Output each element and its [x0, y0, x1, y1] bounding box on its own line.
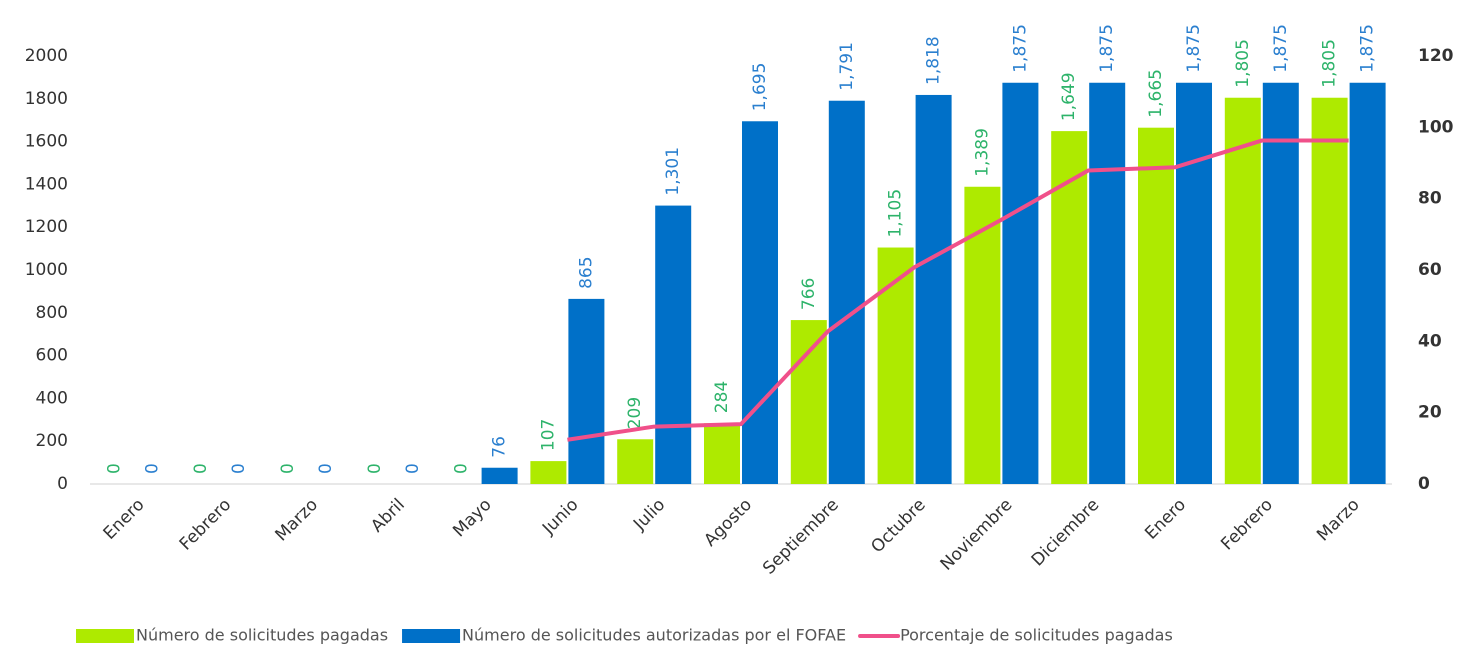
x-tick-label: Febrero — [176, 495, 236, 555]
y-tick-label: 200 — [36, 431, 68, 451]
y-tick-label: 400 — [36, 388, 68, 408]
y2-tick-label: 40 — [1418, 331, 1442, 351]
bar — [481, 467, 518, 484]
bar — [1224, 97, 1261, 484]
x-tick-label: Marzo — [1313, 495, 1363, 545]
value-label: 1,875 — [1271, 24, 1291, 73]
y-tick-label: 0 — [57, 474, 68, 494]
x-tick-label: Diciembre — [1028, 495, 1104, 571]
value-label: 0 — [104, 463, 124, 474]
y-tick-label: 1600 — [25, 132, 68, 152]
value-label: 0 — [316, 463, 336, 474]
value-label: 1,805 — [1320, 39, 1340, 88]
bar — [1349, 82, 1386, 484]
x-tick-label: Agosto — [700, 495, 756, 551]
value-label: 1,791 — [837, 42, 857, 91]
bar — [655, 205, 692, 484]
value-label: 1,649 — [1059, 72, 1079, 121]
bar — [1051, 131, 1088, 484]
legend-swatch — [76, 629, 134, 643]
y2-tick-label: 20 — [1418, 403, 1442, 423]
x-tick-label: Enero — [100, 495, 149, 544]
x-tick-label: Octubre — [867, 495, 929, 557]
x-tick-label: Mayo — [449, 495, 495, 541]
x-tick-label: Abril — [367, 495, 409, 537]
y-tick-label: 800 — [36, 303, 68, 323]
y2-tick-label: 0 — [1418, 474, 1430, 494]
x-tick-label: Julio — [629, 495, 669, 535]
line — [567, 138, 1349, 442]
value-label: 1,875 — [1010, 24, 1030, 73]
legend-label: Número de solicitudes autorizadas por el… — [462, 626, 846, 645]
bar — [617, 439, 654, 484]
bar — [1311, 97, 1348, 484]
y-tick-label: 1000 — [25, 260, 68, 280]
bar — [877, 247, 914, 484]
bar — [1002, 82, 1039, 484]
y2-tick-label: 80 — [1418, 189, 1442, 209]
value-label: 865 — [576, 256, 596, 288]
y-tick-label: 1400 — [25, 174, 68, 194]
value-label: 107 — [538, 419, 558, 451]
value-label: 1,695 — [750, 63, 770, 112]
y2-tick-label: 60 — [1418, 260, 1442, 280]
value-label: 1,105 — [886, 189, 906, 238]
y-tick-label: 2000 — [25, 46, 68, 66]
value-label: 1,389 — [972, 128, 992, 177]
value-label: 0 — [229, 463, 249, 474]
y2-tick-label: 120 — [1418, 46, 1454, 66]
bar — [790, 320, 827, 484]
x-tick-label: Noviembre — [937, 495, 1017, 575]
value-label: 1,875 — [1097, 24, 1117, 73]
value-label: 1,875 — [1358, 24, 1378, 73]
legend-label: Número de solicitudes pagadas — [136, 626, 388, 645]
y-tick-label: 1800 — [25, 89, 68, 109]
y-tick-label: 1200 — [25, 217, 68, 237]
x-tick-label: Marzo — [272, 495, 322, 545]
x-tick-label: Enero — [1141, 495, 1190, 544]
legend-swatch — [402, 629, 461, 643]
value-label: 0 — [403, 463, 423, 474]
y-tick-label: 600 — [36, 346, 68, 366]
value-label: 766 — [799, 278, 819, 310]
value-label: 1,301 — [663, 147, 683, 196]
value-label: 1,875 — [1184, 24, 1204, 73]
y2-tick-label: 100 — [1418, 117, 1454, 137]
bar — [742, 121, 778, 485]
bar — [1138, 127, 1174, 484]
bar — [915, 94, 952, 484]
value-label: 0 — [452, 463, 472, 474]
legend-label: Porcentaje de solicitudes pagadas — [900, 626, 1173, 645]
x-tick-label: Junio — [538, 495, 582, 539]
bar — [568, 298, 605, 484]
value-label: 0 — [365, 463, 385, 474]
value-label: 284 — [712, 381, 732, 413]
bar — [1176, 82, 1212, 484]
value-label: 1,805 — [1233, 39, 1253, 88]
bar — [828, 100, 865, 484]
value-label: 0 — [278, 463, 298, 474]
value-label: 1,665 — [1146, 69, 1166, 118]
value-label: 0 — [191, 463, 211, 474]
bar — [704, 423, 740, 484]
value-label: 76 — [490, 436, 510, 458]
value-label: 0 — [142, 463, 162, 474]
bar — [1262, 82, 1299, 484]
bar — [530, 461, 567, 484]
x-tick-label: Septiembre — [759, 495, 843, 579]
value-label: 1,818 — [924, 36, 944, 85]
value-label: 209 — [625, 397, 645, 429]
bar — [1089, 82, 1126, 484]
x-tick-label: Febrero — [1217, 495, 1277, 555]
